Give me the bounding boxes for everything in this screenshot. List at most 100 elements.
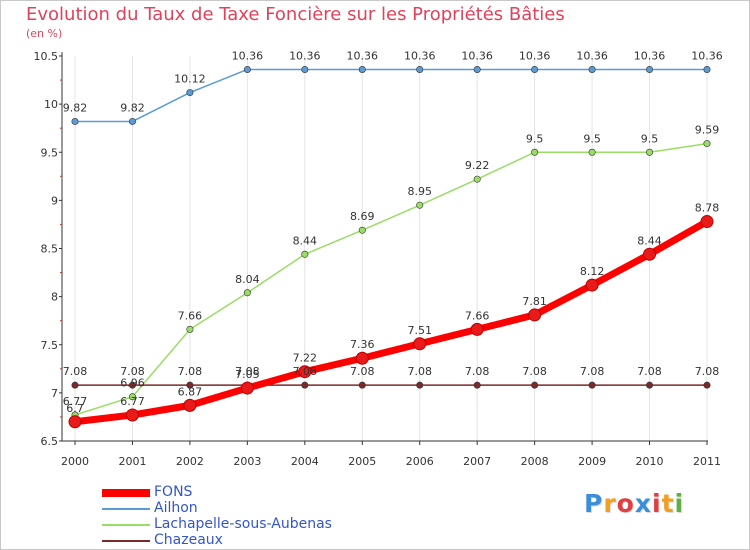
data-point [243, 289, 251, 297]
y-tick-label: 9 [51, 194, 58, 207]
x-tick-label: 2001 [118, 455, 146, 468]
y-tick-label: 10 [44, 98, 58, 111]
data-label: 9.5 [526, 132, 544, 145]
data-point [186, 89, 194, 97]
data-label: 10.36 [691, 49, 723, 62]
x-tick-label: 2006 [406, 455, 434, 468]
data-point [301, 250, 309, 258]
data-point [186, 381, 194, 389]
data-point [243, 65, 251, 73]
data-label: 10.12 [174, 73, 206, 86]
data-point [71, 381, 79, 389]
data-point [71, 117, 79, 125]
data-label: 8.12 [580, 265, 605, 278]
data-label: 7.81 [522, 295, 547, 308]
data-label: 9.5 [583, 132, 601, 145]
data-label: 8.95 [407, 185, 432, 198]
data-label: 7.08 [63, 365, 88, 378]
data-label: 7.08 [235, 365, 260, 378]
data-label: 6.7 [66, 402, 84, 415]
data-point [358, 226, 366, 234]
data-point [128, 393, 136, 401]
y-tick-label: 7 [51, 387, 58, 400]
data-point [413, 337, 427, 351]
data-label: 7.08 [350, 365, 375, 378]
data-label: 7.51 [407, 324, 432, 337]
x-tick-label: 2008 [521, 455, 549, 468]
data-point [703, 65, 711, 73]
data-point [585, 278, 599, 292]
x-tick-label: 2004 [291, 455, 319, 468]
data-label: 8.44 [293, 234, 318, 247]
data-label: 7.08 [465, 365, 490, 378]
data-label: 10.36 [404, 49, 436, 62]
data-point [646, 65, 654, 73]
data-point [183, 398, 197, 412]
data-label: 9.59 [695, 124, 720, 137]
data-label: 7.08 [637, 365, 662, 378]
plot-area [62, 56, 708, 441]
data-label: 9.82 [120, 101, 145, 114]
data-point [416, 381, 424, 389]
data-point [358, 65, 366, 73]
data-point [531, 381, 539, 389]
data-label: 7.08 [695, 365, 720, 378]
data-label: 10.36 [519, 49, 551, 62]
data-label: 9.5 [641, 132, 659, 145]
data-point [358, 381, 366, 389]
data-point [68, 415, 82, 429]
legend-swatch [102, 489, 150, 497]
data-point [703, 381, 711, 389]
data-point [128, 381, 136, 389]
legend-label: Ailhon [154, 500, 198, 516]
data-label: 9.22 [465, 159, 490, 172]
x-tick-label: 2003 [233, 455, 261, 468]
y-tick-label: 6.5 [41, 435, 59, 448]
data-label: 6.96 [120, 377, 145, 390]
data-label: 9.82 [63, 101, 88, 114]
data-point [473, 381, 481, 389]
x-tick-label: 2007 [463, 455, 491, 468]
legend-label: FONS [154, 484, 193, 500]
data-label: 7.66 [465, 309, 490, 322]
series-line-fons [71, 218, 711, 426]
data-point [531, 65, 539, 73]
data-label: 7.08 [293, 365, 318, 378]
data-point [703, 140, 711, 148]
data-label: 10.36 [289, 49, 321, 62]
data-point [646, 148, 654, 156]
data-point [416, 201, 424, 209]
x-tick-label: 2010 [636, 455, 664, 468]
data-point [473, 175, 481, 183]
data-point [646, 381, 654, 389]
data-label: 8.78 [695, 202, 720, 215]
logo-letter: r [603, 489, 617, 518]
legend-label: Lachapelle-sous-Aubenas [154, 516, 332, 532]
data-point [588, 381, 596, 389]
data-point [528, 308, 542, 322]
data-point [301, 381, 309, 389]
data-label: 7.22 [293, 352, 318, 365]
proxiti-logo: Proxiti [584, 489, 684, 518]
data-point [588, 65, 596, 73]
data-label: 7.66 [178, 309, 203, 322]
data-label: 7.08 [580, 365, 605, 378]
data-label: 7.08 [522, 365, 547, 378]
data-label: 7.08 [178, 365, 203, 378]
x-tick-label: 2000 [61, 455, 89, 468]
data-label: 8.44 [637, 234, 662, 247]
data-label: 6.77 [63, 395, 88, 408]
data-point [470, 322, 484, 336]
data-label: 10.36 [461, 49, 493, 62]
legend-swatch [102, 524, 150, 526]
data-label: 8.69 [350, 210, 375, 223]
data-label: 8.04 [235, 273, 260, 286]
series-line-ailhon [74, 68, 708, 123]
logo-letter: o [616, 489, 635, 518]
y-tick-label: 10.5 [34, 50, 59, 63]
series-line-lachapelle-sous-aubenas [74, 142, 708, 416]
data-point [531, 148, 539, 156]
y-tick-label: 8.5 [41, 243, 59, 256]
y-tick-label: 7.5 [41, 339, 59, 352]
